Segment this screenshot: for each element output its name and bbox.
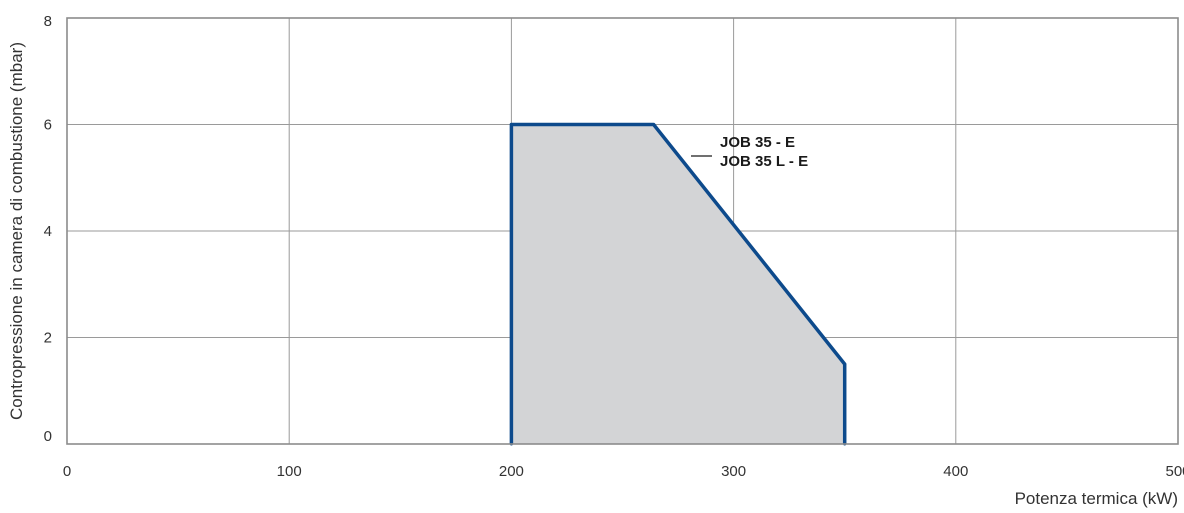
- series-point: [509, 123, 513, 126]
- series-label: JOB 35 - E: [720, 134, 795, 151]
- y-tick-label: 4: [44, 223, 52, 240]
- area-layer: [509, 122, 847, 446]
- x-tick-label: 500: [1165, 463, 1184, 480]
- series-area: [511, 124, 845, 444]
- plot-frame: [66, 17, 1179, 445]
- x-tick-label: 300: [721, 463, 746, 480]
- x-axis-title: Potenza termica (kW): [1015, 489, 1178, 508]
- y-tick-label: 6: [44, 117, 52, 134]
- y-tick-label: 2: [44, 330, 52, 347]
- series-point: [843, 362, 847, 366]
- x-ticks: 0 100 200 300 400 500: [63, 463, 1184, 480]
- series-labels: JOB 35 - E JOB 35 L - E: [691, 134, 808, 170]
- x-tick-label: 400: [943, 463, 968, 480]
- y-tick-label: 8: [44, 13, 52, 30]
- series-point: [652, 123, 656, 126]
- series-label: JOB 35 L - E: [720, 153, 808, 170]
- y-ticks: 0 2 4 6 8: [44, 13, 52, 445]
- x-tick-label: 200: [499, 463, 524, 480]
- x-tick-label: 0: [63, 463, 71, 480]
- y-axis-title: Contropressione in camera di combustione…: [7, 42, 26, 420]
- y-tick-label: 0: [44, 428, 52, 445]
- x-tick-label: 100: [277, 463, 302, 480]
- frame: [66, 17, 1179, 445]
